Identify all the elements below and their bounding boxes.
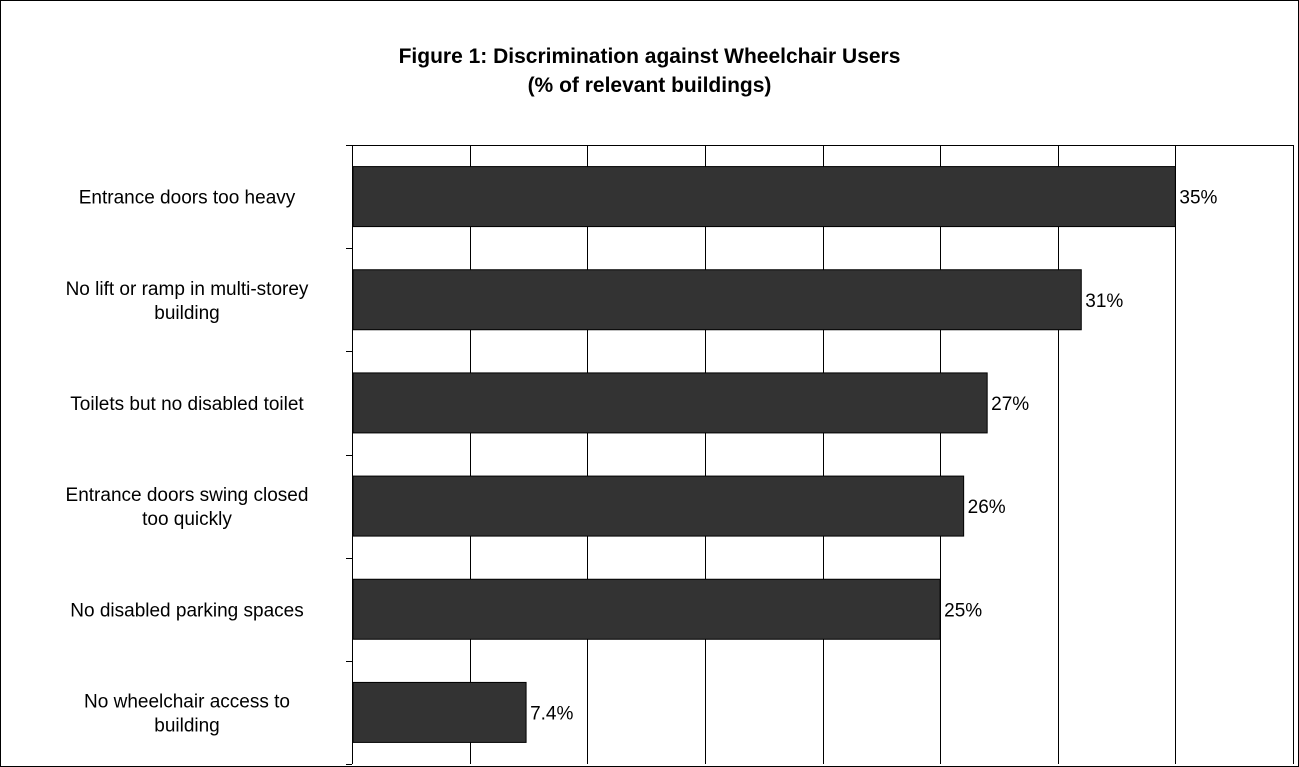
category-label-line: building bbox=[154, 715, 220, 736]
chart-title-block: Figure 1: Discrimination against Wheelch… bbox=[0, 42, 1299, 100]
category-label: Entrance doors swing closed too quickly bbox=[66, 485, 309, 530]
chart-title: Figure 1: Discrimination against Wheelch… bbox=[398, 45, 901, 68]
bar bbox=[352, 681, 527, 743]
chart-subtitle: (% of relevant buildings) bbox=[527, 74, 772, 97]
bar bbox=[352, 372, 988, 434]
bar bbox=[352, 166, 1176, 228]
category-label-line: building bbox=[154, 303, 220, 324]
category-label-line: Entrance doors swing closed bbox=[66, 485, 309, 506]
data-label: 26% bbox=[968, 497, 1006, 518]
bar bbox=[352, 269, 1082, 331]
category-label: No lift or ramp in multi-storey building bbox=[66, 279, 309, 324]
bar bbox=[352, 578, 941, 640]
data-label: 27% bbox=[991, 394, 1029, 415]
plot-area bbox=[352, 145, 1293, 764]
data-label: 35% bbox=[1179, 188, 1217, 209]
category-label-line: No wheelchair access to bbox=[84, 691, 290, 712]
category-label-line: No lift or ramp in multi-storey bbox=[66, 279, 309, 300]
category-label-line: No disabled parking spaces bbox=[70, 600, 303, 621]
category-label-line: too quickly bbox=[142, 509, 232, 530]
category-label: No wheelchair access to building bbox=[84, 691, 290, 736]
category-label-line: Toilets but no disabled toilet bbox=[70, 394, 304, 415]
category-label-line: Entrance doors too heavy bbox=[79, 188, 296, 209]
data-label: 25% bbox=[944, 600, 982, 621]
data-label: 31% bbox=[1085, 291, 1123, 312]
category-label: No disabled parking spaces bbox=[70, 600, 303, 621]
category-label: Entrance doors too heavy bbox=[79, 188, 296, 209]
bar bbox=[352, 475, 965, 537]
category-label: Toilets but no disabled toilet bbox=[70, 394, 304, 415]
data-label: 7.4% bbox=[530, 703, 573, 724]
